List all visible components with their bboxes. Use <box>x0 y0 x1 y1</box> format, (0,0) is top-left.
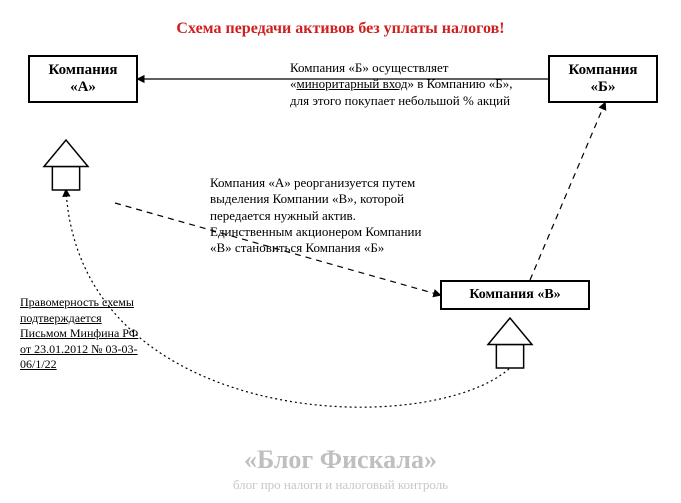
annotation-step1-underlined: миноритарный вход <box>297 76 408 91</box>
node-b-line2: «Б» <box>591 79 616 95</box>
watermark-title: «Блог Фискала» <box>0 445 681 475</box>
node-v-label: Компания «В» <box>469 287 560 303</box>
node-company-b: Компания «Б» <box>548 55 658 103</box>
annotation-step1: Компания «Б» осуществляет «миноритарный … <box>290 60 520 109</box>
watermark-subtitle: блог про налоги и налоговый контроль <box>0 477 681 493</box>
watermark: «Блог Фискала» блог про налоги и налогов… <box>0 445 681 493</box>
node-b-line1: Компания <box>568 62 637 78</box>
diagram-title: Схема передачи активов без уплаты налого… <box>0 20 681 38</box>
annotation-step2: Компания «А» реорганизуется путем выделе… <box>210 175 425 256</box>
node-a-line1: Компания <box>48 62 117 78</box>
node-company-v: Компания «В» <box>440 280 590 310</box>
diagram-canvas: Схема передачи активов без уплаты налого… <box>0 0 681 503</box>
edge-v-to-b <box>530 103 605 280</box>
node-a-line2: «А» <box>70 79 96 95</box>
house-icon-v <box>488 318 532 368</box>
house-icon-a <box>44 140 88 190</box>
node-company-a: Компания «А» <box>28 55 138 103</box>
footnote-legal: Правомерность схемы подтверждается Письм… <box>20 295 145 373</box>
